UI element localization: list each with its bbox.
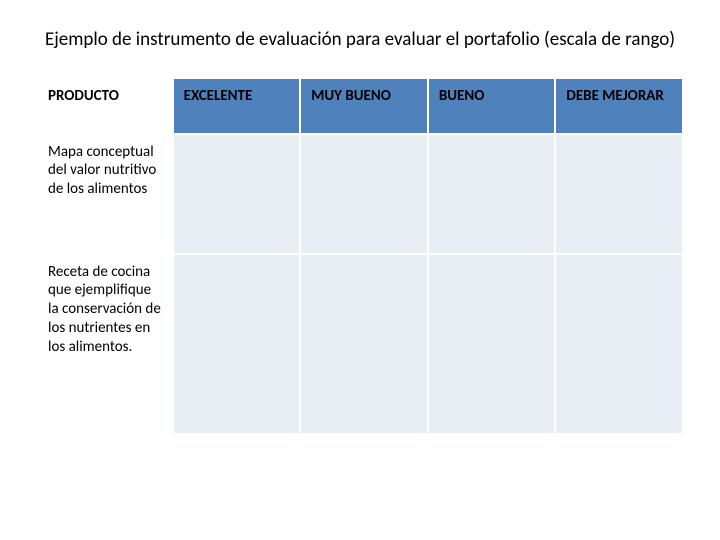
table-row: Mapa conceptual del valor nutritivo de l… (37, 134, 683, 254)
table-cell (300, 254, 428, 434)
table-cell (428, 134, 556, 254)
row-label: Receta de cocina que ejemplifique la con… (37, 254, 173, 434)
table-cell (555, 254, 683, 434)
evaluation-table: PRODUCTO EXCELENTE MUY BUENO BUENO DEBE … (36, 77, 684, 435)
table-cell (555, 134, 683, 254)
table-row: Receta de cocina que ejemplifique la con… (37, 254, 683, 434)
col-header-bueno: BUENO (428, 78, 556, 134)
table-header-row: PRODUCTO EXCELENTE MUY BUENO BUENO DEBE … (37, 78, 683, 134)
table-cell (173, 134, 301, 254)
col-header-excelente: EXCELENTE (173, 78, 301, 134)
table-cell (428, 254, 556, 434)
table-cell (300, 134, 428, 254)
col-header-muy-bueno: MUY BUENO (300, 78, 428, 134)
col-header-producto: PRODUCTO (37, 78, 173, 134)
col-header-debe-mejorar: DEBE MEJORAR (555, 78, 683, 134)
table-cell (173, 254, 301, 434)
row-label: Mapa conceptual del valor nutritivo de l… (37, 134, 173, 254)
page-title: Ejemplo de instrumento de evaluación par… (36, 28, 684, 53)
